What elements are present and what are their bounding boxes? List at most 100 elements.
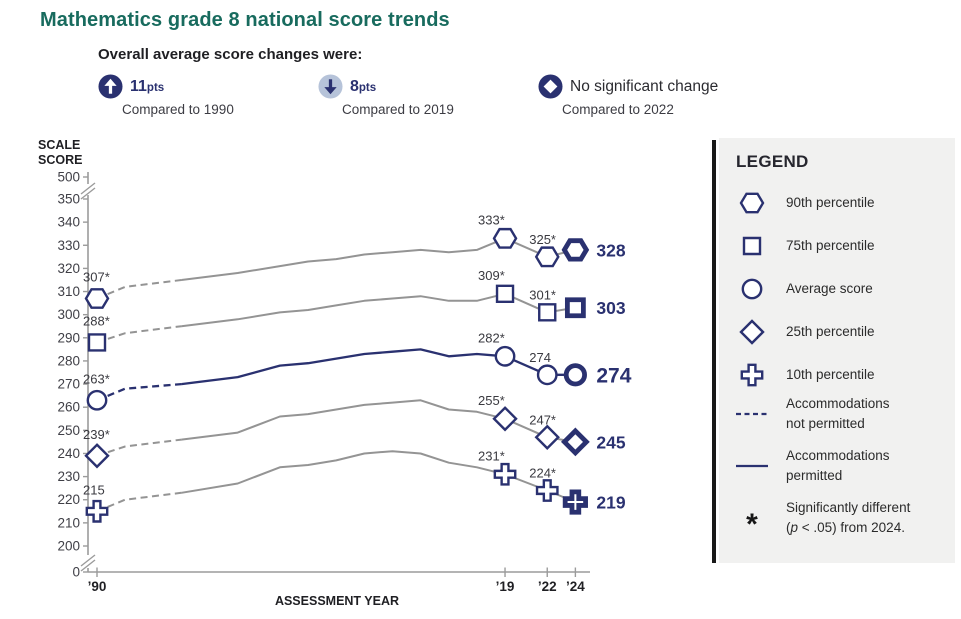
legend-item-label: 90th percentile xyxy=(786,194,875,210)
plus-marker-2024 xyxy=(562,489,588,515)
legend-title: LEGEND xyxy=(736,152,809,171)
point-label-1990: 288* xyxy=(83,313,110,328)
diamond-marker-2024 xyxy=(560,427,590,457)
hexagon-legend-marker-icon xyxy=(739,192,765,214)
hexagon-marker-2022 xyxy=(534,246,560,268)
x-tick-label: ’24 xyxy=(566,579,585,594)
line-accommodations-permitted xyxy=(181,292,576,328)
y-tick-label: 250 xyxy=(57,423,80,438)
legend-item-significantly-different: * Significantly different (p < .05) from 2… xyxy=(735,498,911,542)
legend-item-10th-percentile: 10th percentile xyxy=(735,360,875,390)
end-value-label: 303 xyxy=(596,298,625,318)
y-tick-label: 240 xyxy=(57,446,80,461)
y-tick-label: 0 xyxy=(72,565,80,580)
stat-unit: pts xyxy=(358,81,377,94)
y-tick-label: 230 xyxy=(57,469,80,484)
diamond-legend-marker-icon xyxy=(739,319,765,345)
point-label-1990: 215 xyxy=(83,482,105,497)
plus-marker-2019 xyxy=(493,462,517,486)
point-label-2022: 325* xyxy=(529,232,556,247)
end-value-label: 274 xyxy=(596,364,631,387)
y-tick-label: 200 xyxy=(57,538,80,553)
line-accommodations-permitted xyxy=(181,348,576,386)
y-tick-label: 210 xyxy=(57,515,80,530)
legend-item-label: Significantly different (p < .05) from 20… xyxy=(786,500,911,536)
line-accommodations-not-permitted xyxy=(96,438,182,457)
page-title: Mathematics grade 8 national score trend… xyxy=(40,9,450,31)
legend-item-accommodations: Accommodations permitted xyxy=(735,446,890,487)
square-marker-2024 xyxy=(564,297,586,319)
circle-marker-2022 xyxy=(536,364,558,386)
point-label-2019: 231* xyxy=(478,448,505,463)
x-tick-label: ’19 xyxy=(496,579,515,594)
stat-caption: Compared to 2022 xyxy=(562,102,674,117)
line-accommodations-not-permitted xyxy=(96,382,182,402)
point-label-1990: 307* xyxy=(83,269,110,284)
point-label-2022: 224* xyxy=(529,465,556,480)
down-arrow-circle-icon xyxy=(318,74,343,99)
legend-item-label: Average score xyxy=(786,280,873,296)
point-label-2022: 247* xyxy=(529,412,556,427)
stat-change-vs-1990: 11pts Compared to 1990 xyxy=(98,74,234,117)
series-points-75th-percentile: 288* 309* 301* 303 xyxy=(83,268,626,352)
legend-item-label: 10th percentile xyxy=(786,366,875,382)
legend-left-border xyxy=(712,140,716,563)
series-points-90th-percentile: 307* 333* 325* 328 xyxy=(83,212,626,309)
y-tick-label: 300 xyxy=(57,307,80,322)
point-label-1990: 263* xyxy=(83,371,110,386)
point-label-2019: 309* xyxy=(478,268,505,283)
legend-item-90th-percentile: 90th percentile xyxy=(735,188,875,218)
stat-unit: pts xyxy=(146,81,165,94)
stat-caption: Compared to 1990 xyxy=(122,102,234,117)
diamond-marker-2019 xyxy=(492,406,518,432)
x-axis-title: ASSESSMENT YEAR xyxy=(275,594,399,608)
hexagon-marker-1990 xyxy=(84,288,110,309)
y-axis-title: SCORE xyxy=(38,153,82,167)
plus-legend-marker-icon xyxy=(740,363,764,387)
stat-value: 11 xyxy=(130,77,147,95)
legend-item-25th-percentile: 25th percentile xyxy=(735,317,875,347)
plus-icon xyxy=(740,363,764,387)
legend-item-average-score: Average score xyxy=(735,274,873,304)
line-accommodations-permitted xyxy=(181,399,576,443)
plus-marker-1990 xyxy=(85,499,109,523)
square-icon xyxy=(742,236,762,256)
diamond-marker-1990 xyxy=(84,443,110,469)
stat-caption: Compared to 2019 xyxy=(342,102,454,117)
x-tick-label: ’22 xyxy=(538,579,557,594)
solid-line-legend-icon xyxy=(736,465,768,468)
series-points-10th-percentile: 215 231* 224* 219 xyxy=(83,448,626,523)
y-tick-label: 340 xyxy=(57,215,80,230)
y-axis-title: SCALE xyxy=(38,138,80,152)
y-tick-label: 320 xyxy=(57,261,80,276)
up-arrow-circle-icon xyxy=(98,74,123,99)
hexagon-marker-2024 xyxy=(561,238,590,262)
score-trend-line-chart: 0 200 210 220 230 240 250 260 270 280 290 300 310 320… xyxy=(38,138,632,608)
circle-marker-2024 xyxy=(563,363,587,387)
y-tick-label: 260 xyxy=(57,400,80,415)
end-value-label: 245 xyxy=(596,432,625,452)
series-points-average-score: 263* 282* 274 274 xyxy=(83,330,632,411)
legend-item-label: Accommodations not permitted xyxy=(786,396,890,432)
stat-value: No significant change xyxy=(570,77,719,95)
y-tick-label: 310 xyxy=(57,284,80,299)
y-tick-label: 290 xyxy=(57,330,80,345)
legend-panel: LEGEND 90th percentile 75th percentile Ave… xyxy=(719,138,955,563)
no-change-diamond-icon xyxy=(538,74,563,99)
legend-item-75th-percentile: 75th percentile xyxy=(735,231,875,261)
hexagon-icon xyxy=(739,192,765,214)
legend-item-label: Accommodations permitted xyxy=(786,448,890,484)
point-label-2019: 333* xyxy=(478,212,505,227)
y-tick-label: 270 xyxy=(57,377,80,392)
y-tick-label: 500 xyxy=(57,170,80,185)
y-tick-label: 330 xyxy=(57,238,80,253)
axis-break-slash xyxy=(80,554,96,567)
square-marker-2022 xyxy=(538,303,557,322)
series-points-25th-percentile: 239* 255* 247* 245 xyxy=(83,393,626,469)
end-value-label: 219 xyxy=(596,493,625,513)
asterisk-icon: * xyxy=(746,508,758,542)
legend-item-label: 25th percentile xyxy=(786,323,875,339)
point-label-2019: 255* xyxy=(478,393,505,408)
circle-icon xyxy=(741,278,763,300)
y-tick-label: 350 xyxy=(57,192,80,207)
